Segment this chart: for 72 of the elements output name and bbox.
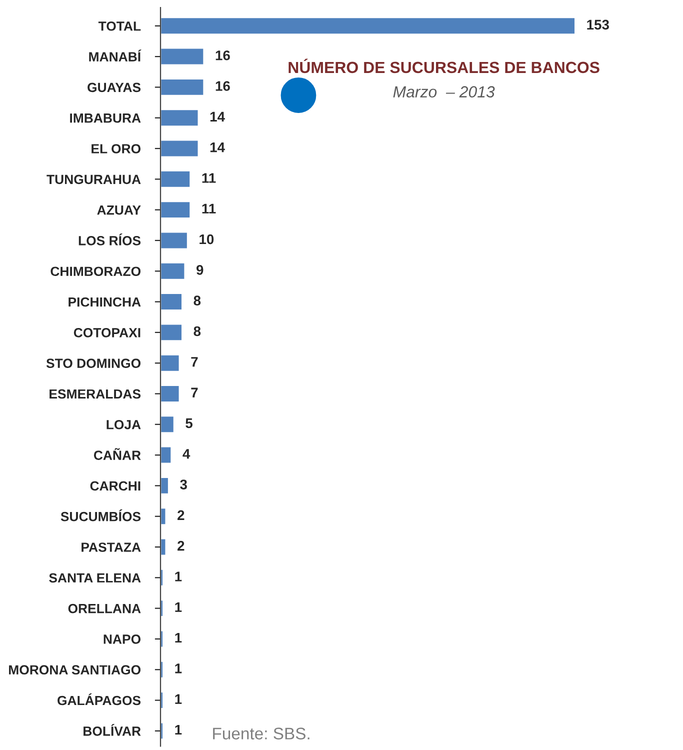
data-label: 11 (202, 204, 216, 214)
y-tick-label: PASTAZA (82, 542, 141, 552)
bar (160, 691, 164, 710)
bar (160, 292, 183, 311)
data-label: 1 (175, 664, 182, 674)
y-tick-label: AZUAY (97, 206, 141, 215)
data-label: 4 (182, 449, 190, 459)
y-tick-label: EL ORO (92, 144, 141, 154)
data-label: 8 (194, 326, 201, 336)
bar (160, 231, 188, 250)
bar (160, 446, 172, 464)
bar (160, 507, 167, 526)
bar (160, 476, 170, 495)
data-label: 2 (178, 540, 184, 551)
bar (160, 262, 186, 280)
y-tick-label: CHIMBORAZO (50, 266, 141, 276)
data-label: 1 (175, 694, 182, 704)
data-label: 14 (210, 112, 225, 122)
bar (160, 415, 175, 434)
data-label: 7 (191, 357, 198, 367)
bar (160, 108, 200, 127)
y-tick-label: CAÑAR (94, 448, 141, 460)
bar (160, 200, 192, 219)
y-tick-label: SUCUMBÍOS (60, 509, 141, 522)
data-label: 14 (210, 142, 225, 152)
annotation: Fuente: SBS. (213, 728, 310, 740)
data-label: 16 (216, 81, 230, 91)
text: Marzo – 2013 (393, 86, 495, 98)
bar (160, 599, 164, 618)
y-tick-label: ORELLANA (68, 604, 141, 614)
data-label: 9 (196, 265, 204, 275)
bar (160, 354, 180, 372)
y-tick-label: MANABÍ (89, 50, 142, 62)
data-label: 1 (175, 572, 182, 582)
y-tick-label: IMBABURA (70, 114, 141, 123)
y-tick-label: TOTAL (98, 21, 141, 31)
bar (160, 47, 205, 66)
y-tick-label: NAPO (104, 634, 141, 644)
y-tick-label: LOS RÍOS (78, 234, 141, 246)
bar (160, 170, 192, 188)
text: NÚMERO DE SUCURSALES DE BANCOS (288, 58, 600, 74)
bar (160, 568, 164, 587)
y-tick-label: BOLÍVAR (84, 724, 141, 736)
data-label: 7 (191, 388, 198, 398)
y-tick-label: ESMERALDAS (50, 389, 141, 399)
data-label: 1 (175, 724, 182, 735)
y-tick-label: TUNGURAHUA (46, 174, 141, 184)
data-label: 11 (202, 173, 216, 183)
data-label: 10 (200, 234, 214, 244)
data-label: 5 (186, 418, 193, 428)
y-tick-label: MORONA SANTIAGO (9, 665, 141, 675)
y-tick-label: PICHINCHA (68, 297, 141, 307)
data-label: 2 (178, 510, 184, 520)
y-tick-label: GALÁPAGOS (58, 693, 141, 706)
data-label: 3 (180, 480, 187, 490)
bar (160, 384, 180, 403)
y-tick-label: COTOPAXI (74, 328, 140, 338)
bar (160, 538, 167, 556)
data-label: 153 (587, 20, 609, 30)
y-tick-label: CARCHI (90, 481, 140, 491)
y-tick-label: GUAYAS (88, 82, 141, 92)
data-label: 16 (216, 50, 230, 60)
y-tick-label: STO DOMINGO (46, 358, 141, 368)
y-tick-label: SANTA ELENA (49, 573, 141, 583)
data-label: 1 (175, 602, 182, 612)
bar (160, 78, 205, 96)
bar (160, 139, 200, 158)
bar (160, 323, 183, 342)
y-tick-label: LOJA (106, 420, 141, 430)
data-label: 8 (194, 296, 201, 306)
bar (160, 16, 576, 36)
data-label: 1 (175, 633, 182, 643)
